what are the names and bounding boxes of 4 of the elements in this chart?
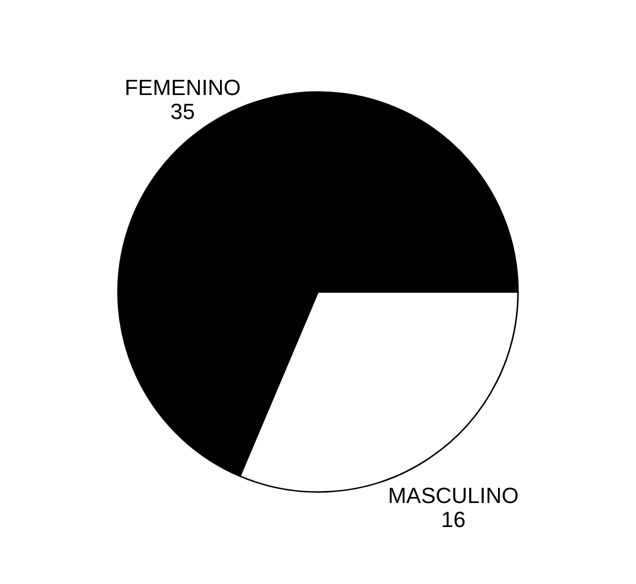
- data-label: 16: [441, 507, 466, 532]
- data-label: 35: [170, 98, 195, 124]
- slice-label: MASCULINO: [388, 483, 519, 508]
- slice-label: FEMENINO: [124, 74, 241, 100]
